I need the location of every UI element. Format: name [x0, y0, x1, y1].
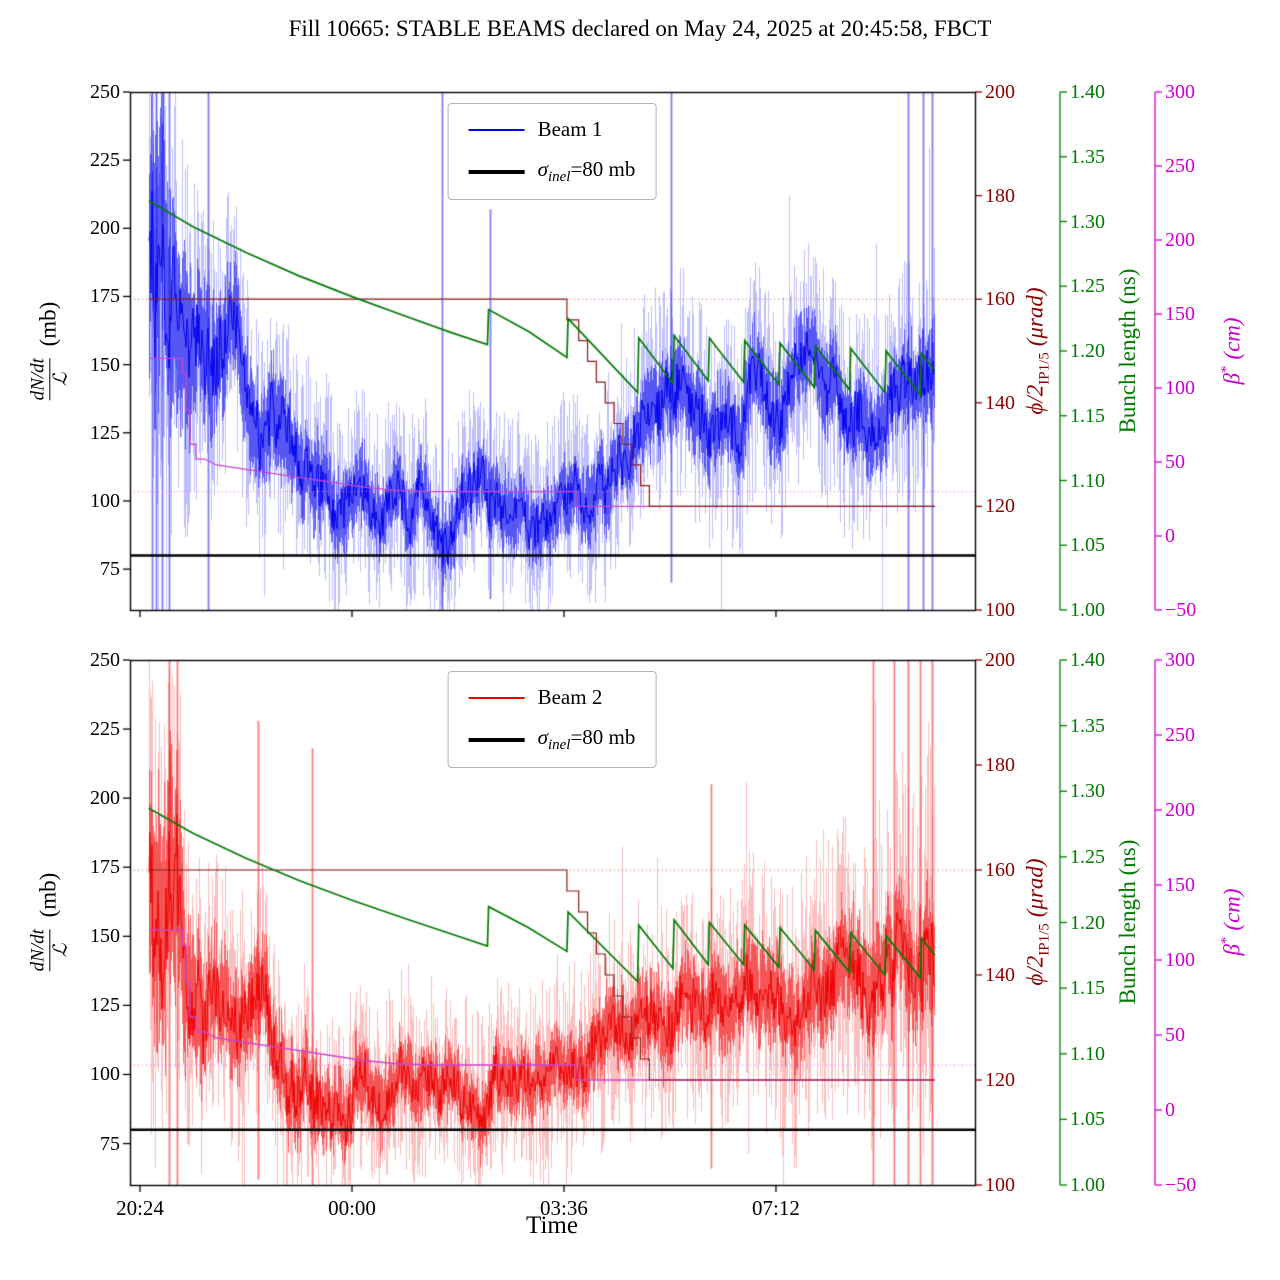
legend-beam-line [468, 128, 525, 131]
legend-beam-line [468, 696, 525, 699]
rate-fraction: dN/dt ℒ [27, 929, 72, 972]
legend-beam-label: Beam 1 [537, 117, 603, 141]
legend-beam1: Beam 1 σinel=80 mb [447, 103, 657, 201]
legend-sigma-label: σinel=80 mb [537, 725, 636, 754]
y-axis-label-bunch-2: Bunch length (ns) [1115, 839, 1140, 1005]
figure-title: Fill 10665: STABLE BEAMS declared on May… [288, 16, 992, 41]
y-axis-label-crossing-2: ϕ/2IP1/5(μrad) [1022, 858, 1053, 986]
y-axis-label-rate-2: dN/dt ℒ (mb) [27, 872, 72, 972]
rate-fraction: dN/dt ℒ [27, 358, 72, 401]
legend-sigma-line [468, 169, 525, 174]
legend-entry-beam: Beam 2 [468, 685, 636, 710]
x-axis-label: Time [526, 1212, 578, 1239]
legend-sigma-line [468, 737, 525, 742]
legend-sigma-label: σinel=80 mb [537, 157, 636, 186]
rate-unit: (mb) [35, 872, 61, 918]
y-axis-label-beta-1: β*(cm) [1218, 317, 1245, 385]
legend-entry-sigma: σinel=80 mb [468, 157, 636, 186]
legend-entry-beam: Beam 1 [468, 117, 636, 142]
legend-beam-label: Beam 2 [537, 685, 603, 709]
y-axis-label-crossing-1: ϕ/2IP1/5(μrad) [1022, 287, 1053, 415]
rate-unit: (mb) [35, 301, 61, 347]
y-axis-label-rate-1: dN/dt ℒ (mb) [27, 301, 72, 401]
y-axis-label-bunch-1: Bunch length (ns) [1115, 268, 1140, 434]
y-axis-label-beta-2: β*(cm) [1218, 888, 1245, 956]
legend-entry-sigma: σinel=80 mb [468, 725, 636, 754]
legend-beam2: Beam 2 σinel=80 mb [447, 671, 657, 769]
